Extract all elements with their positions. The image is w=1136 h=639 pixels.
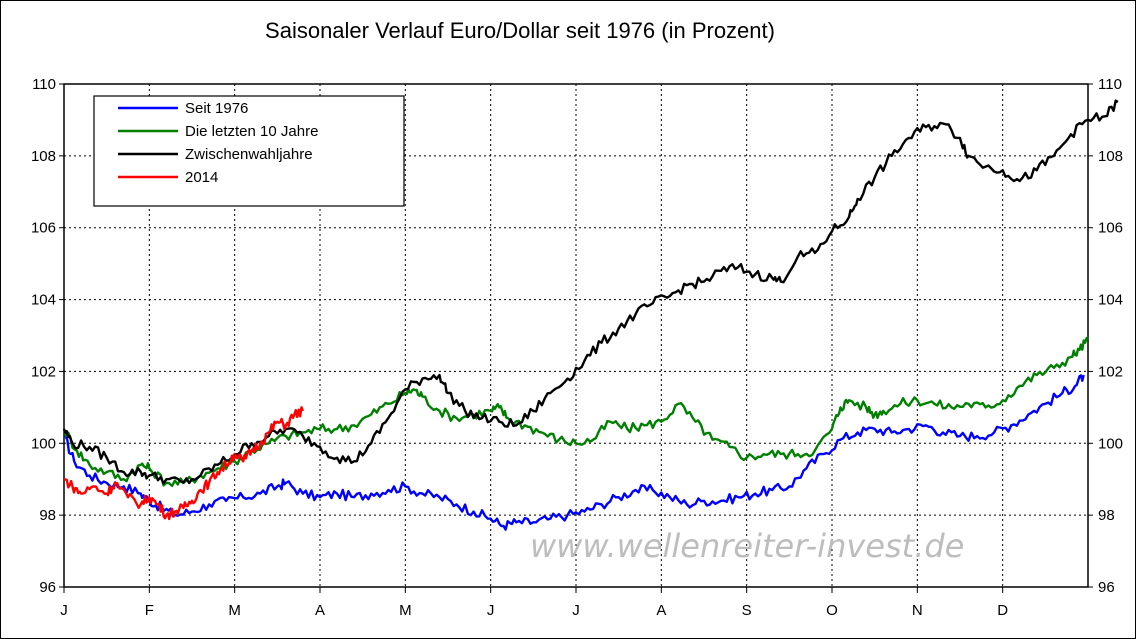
y-tick-label-left: 100 (31, 435, 56, 452)
x-tick-label: A (656, 602, 666, 619)
y-tick-label-right: 96 (1098, 579, 1115, 596)
y-tick-label-right: 98 (1098, 507, 1115, 524)
y-tick-label-left: 98 (39, 507, 56, 524)
y-tick-label-right: 102 (1098, 363, 1123, 380)
legend-label: Seit 1976 (185, 100, 248, 117)
x-tick-label: J (487, 602, 495, 619)
series-lines (62, 99, 1119, 531)
y-tick-label-left: 110 (32, 76, 56, 93)
y-tick-label-right: 108 (1098, 148, 1123, 165)
x-tick-label: D (997, 602, 1008, 619)
series-line-die-letzten-10-jahre (62, 336, 1089, 488)
chart-title: Saisonaler Verlauf Euro/Dollar seit 1976… (265, 18, 775, 43)
y-tick-label-right: 106 (1098, 220, 1123, 237)
y-tick-label-left: 104 (31, 292, 56, 309)
x-tick-label: S (742, 602, 752, 619)
watermark: www.wellenreiter-invest.de (530, 527, 964, 565)
y-tick-label-left: 106 (31, 220, 56, 237)
x-tick-label: J (60, 602, 68, 619)
x-tick-label: O (826, 602, 838, 619)
y-tick-label-left: 96 (39, 579, 56, 596)
series-line-2014 (63, 406, 305, 521)
x-tick-label: J (572, 602, 580, 619)
y-tick-label-left: 102 (31, 363, 56, 380)
y-tick-label-left: 108 (31, 148, 56, 165)
y-axis-right: 96 98 100 102 104 106 108 110 (1088, 76, 1123, 596)
x-tick-label: A (315, 602, 325, 619)
legend-label: Die letzten 10 Jahre (185, 123, 318, 140)
x-tick-label: F (145, 602, 154, 619)
y-tick-label-right: 100 (1098, 435, 1123, 452)
x-tick-label: M (228, 602, 241, 619)
x-tick-label: M (399, 602, 412, 619)
y-tick-label-right: 104 (1098, 292, 1123, 309)
legend: Seit 1976 Die letzten 10 Jahre Zwischenwah… (93, 95, 405, 207)
y-axis-left: 96 98 100 102 104 106 108 110 (31, 76, 64, 596)
y-tick-label-right: 110 (1098, 76, 1122, 93)
series-line-seit-1976 (63, 374, 1085, 531)
legend-label: 2014 (185, 169, 218, 186)
x-tick-label: N (912, 602, 923, 619)
legend-label: Zwischenwahljahre (185, 146, 313, 163)
